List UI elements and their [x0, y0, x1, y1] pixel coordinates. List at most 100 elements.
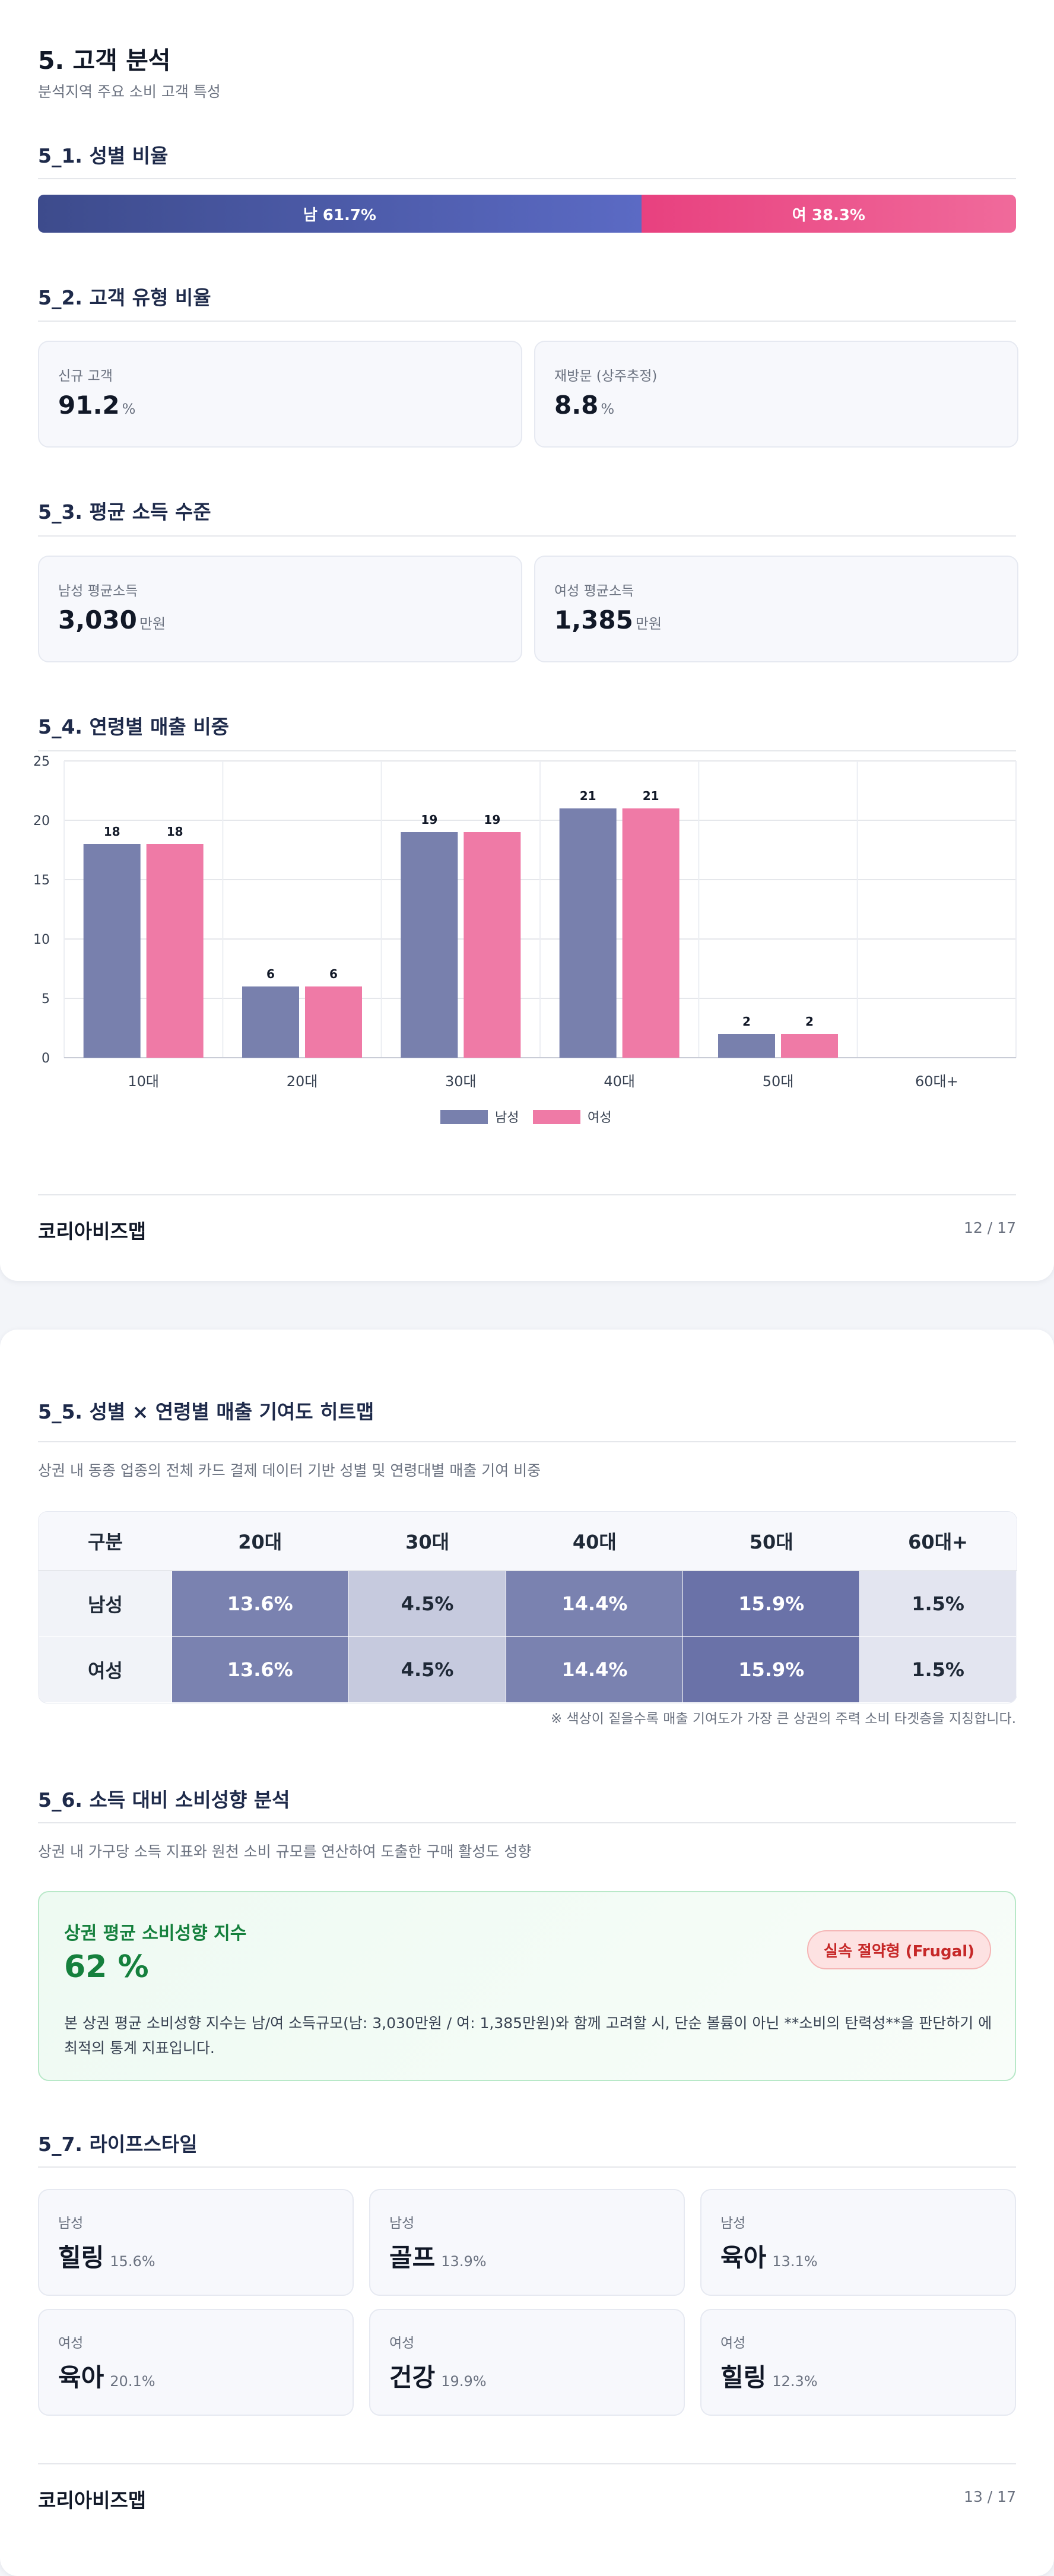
- divider: [38, 535, 1016, 537]
- footer-brand: 코리아비즈맵: [38, 1220, 147, 1243]
- lifestyle-card: 여성 건강 19.9%: [369, 2309, 685, 2416]
- lifestyle-name: 육아 20.1%: [58, 2363, 155, 2392]
- lifestyle-gender: 여성: [389, 2336, 415, 2351]
- data-label: 6: [266, 967, 275, 981]
- heatmap-cell: 1.5%: [859, 1570, 1017, 1637]
- column-header: 30대: [348, 1512, 506, 1571]
- heatmap-description: 상권 내 동종 업종의 전체 카드 결제 데이터 기반 성별 및 연령대별 매출…: [38, 1462, 541, 1479]
- male-share-segment: 남 61.7%: [38, 195, 642, 233]
- column-header: 40대: [506, 1512, 683, 1571]
- legend-label: 여성: [588, 1111, 611, 1125]
- divider: [38, 2166, 1016, 2168]
- column-header: 20대: [172, 1512, 349, 1571]
- heatmap-cell: 13.6%: [171, 1636, 349, 1703]
- data-label: 18: [167, 824, 183, 839]
- card-value: 91.2%: [58, 391, 136, 420]
- divider: [38, 750, 1016, 751]
- legend-label: 남성: [495, 1111, 519, 1125]
- data-label: 19: [421, 813, 437, 827]
- bar-female: [463, 832, 521, 1058]
- row-header: 남성: [39, 1570, 172, 1637]
- x-tick-label: 60대+: [915, 1073, 958, 1090]
- card-value: 1,385 만원: [554, 605, 662, 635]
- bar-female: [305, 986, 362, 1058]
- card-label: 신규 고객: [58, 369, 113, 384]
- bar-female: [146, 844, 204, 1058]
- heatmap-cell: 13.6%: [171, 1570, 349, 1637]
- data-label: 18: [104, 824, 120, 839]
- propensity-badge: 실속 절약형 (Frugal): [807, 1930, 991, 1969]
- propensity-description: 상권 내 가구당 소득 지표와 원천 소비 규모를 연산하여 도출한 구매 활성…: [38, 1843, 532, 1860]
- age-sales-heading: 5_4. 연령별 매출 비중: [38, 715, 229, 738]
- propensity-heading: 5_6. 소득 대비 소비성향 분석: [38, 1788, 290, 1812]
- lifestyle-heading: 5_7. 라이프스타일: [38, 2133, 198, 2156]
- card-value: 3,030 만원: [58, 605, 166, 635]
- bar-male: [718, 1034, 775, 1058]
- heatmap-cell: 4.5%: [348, 1636, 507, 1703]
- table-row: 남성 13.6% 4.5% 14.4% 15.9% 1.5%: [39, 1570, 1017, 1637]
- propensity-box: 상권 평균 소비성향 지수 62 % 실속 절약형 (Frugal) 본 상권 …: [38, 1891, 1016, 2081]
- bar-male: [242, 986, 299, 1058]
- female-share-segment: 여 38.3%: [641, 195, 1016, 233]
- heatmap-cell: 15.9%: [682, 1636, 861, 1703]
- lifestyle-gender: 남성: [58, 2216, 84, 2231]
- y-tick-label: 25: [33, 754, 50, 769]
- y-tick-label: 15: [33, 873, 50, 888]
- footer-brand: 코리아비즈맵: [38, 2489, 147, 2512]
- lifestyle-card: 남성 힐링 15.6%: [38, 2189, 354, 2296]
- y-tick-label: 5: [42, 992, 50, 1007]
- male-income-card: 남성 평균소득 3,030 만원: [38, 556, 522, 662]
- column-header: 50대: [682, 1512, 860, 1571]
- divider: [38, 178, 1016, 179]
- heatmap-table-wrap: 구분 20대 30대 40대 50대 60대+ 남성 13.6% 4.5% 14…: [38, 1511, 1017, 1703]
- customer-type-heading: 5_2. 고객 유형 비율: [38, 286, 211, 309]
- lifestyle-gender: 남성: [720, 2216, 746, 2231]
- heatmap-note: ※ 색상이 짙을수록 매출 기여도가 가장 큰 상권의 주력 소비 타겟층을 지…: [550, 1711, 1016, 1727]
- lifestyle-name: 골프 13.9%: [389, 2243, 487, 2272]
- heatmap-cell: 14.4%: [506, 1636, 684, 1703]
- data-label: 21: [580, 789, 596, 803]
- bar-male: [401, 832, 458, 1058]
- data-label: 6: [329, 967, 338, 981]
- lifestyle-gender: 남성: [389, 2216, 415, 2231]
- propensity-title: 상권 평균 소비성향 지수: [64, 1923, 247, 1944]
- x-tick-label: 40대: [604, 1073, 635, 1090]
- y-tick-label: 0: [42, 1051, 50, 1066]
- heatmap-cell: 4.5%: [348, 1570, 507, 1637]
- column-header: 60대+: [859, 1512, 1017, 1571]
- bar-male: [559, 808, 617, 1058]
- income-heading: 5_3. 평균 소득 수준: [38, 500, 211, 524]
- card-label: 남성 평균소득: [58, 583, 138, 599]
- data-label: 21: [643, 789, 659, 803]
- lifestyle-card: 남성 골프 13.9%: [369, 2189, 685, 2296]
- propensity-body: 본 상권 평균 소비성향 지수는 남/여 소득규모(남: 3,030만원 / 여…: [64, 2015, 992, 2057]
- data-label: 19: [484, 813, 500, 827]
- data-label: 2: [805, 1014, 814, 1029]
- gender-ratio-heading: 5_1. 성별 비율: [38, 144, 169, 167]
- lifestyle-card: 여성 힐링 12.3%: [700, 2309, 1016, 2416]
- bar-female: [781, 1034, 838, 1058]
- bar-male: [83, 844, 141, 1058]
- data-label: 2: [742, 1014, 751, 1029]
- lifestyle-card: 여성 육아 20.1%: [38, 2309, 354, 2416]
- page-subtitle: 분석지역 주요 소비 고객 특성: [38, 83, 221, 100]
- report-page-12: 5. 고객 분석 분석지역 주요 소비 고객 특성 5_1. 성별 비율 남 6…: [0, 0, 1054, 1281]
- page-number: 12 / 17: [964, 1219, 1016, 1236]
- heatmap-cell: 14.4%: [506, 1570, 684, 1637]
- age-sales-bar-chart: 0 5 10 15 20 25 18 18 10대 6 6 20대 19 19 30대 21 21 40대 2 2 50…: [33, 754, 1017, 1125]
- divider: [38, 1194, 1016, 1195]
- card-label: 재방문 (상주추정): [554, 369, 658, 384]
- heatmap-heading: 5_5. 성별 × 연령별 매출 기여도 히트맵: [38, 1400, 374, 1423]
- report-page-13: 5_5. 성별 × 연령별 매출 기여도 히트맵 상권 내 동종 업종의 전체 …: [0, 1330, 1054, 2576]
- y-tick-label: 20: [33, 814, 50, 829]
- x-tick-label: 20대: [287, 1073, 318, 1090]
- divider: [38, 1441, 1016, 1442]
- heatmap-cell: 1.5%: [859, 1636, 1017, 1703]
- heatmap-header-row: 구분 20대 30대 40대 50대 60대+: [39, 1512, 1017, 1571]
- divider: [38, 321, 1016, 322]
- page-number: 13 / 17: [964, 2488, 1016, 2505]
- lifestyle-name: 육아 13.1%: [720, 2243, 818, 2272]
- female-income-card: 여성 평균소득 1,385 만원: [534, 556, 1018, 662]
- table-row: 여성 13.6% 4.5% 14.4% 15.9% 1.5%: [39, 1636, 1017, 1703]
- divider: [38, 1822, 1016, 1823]
